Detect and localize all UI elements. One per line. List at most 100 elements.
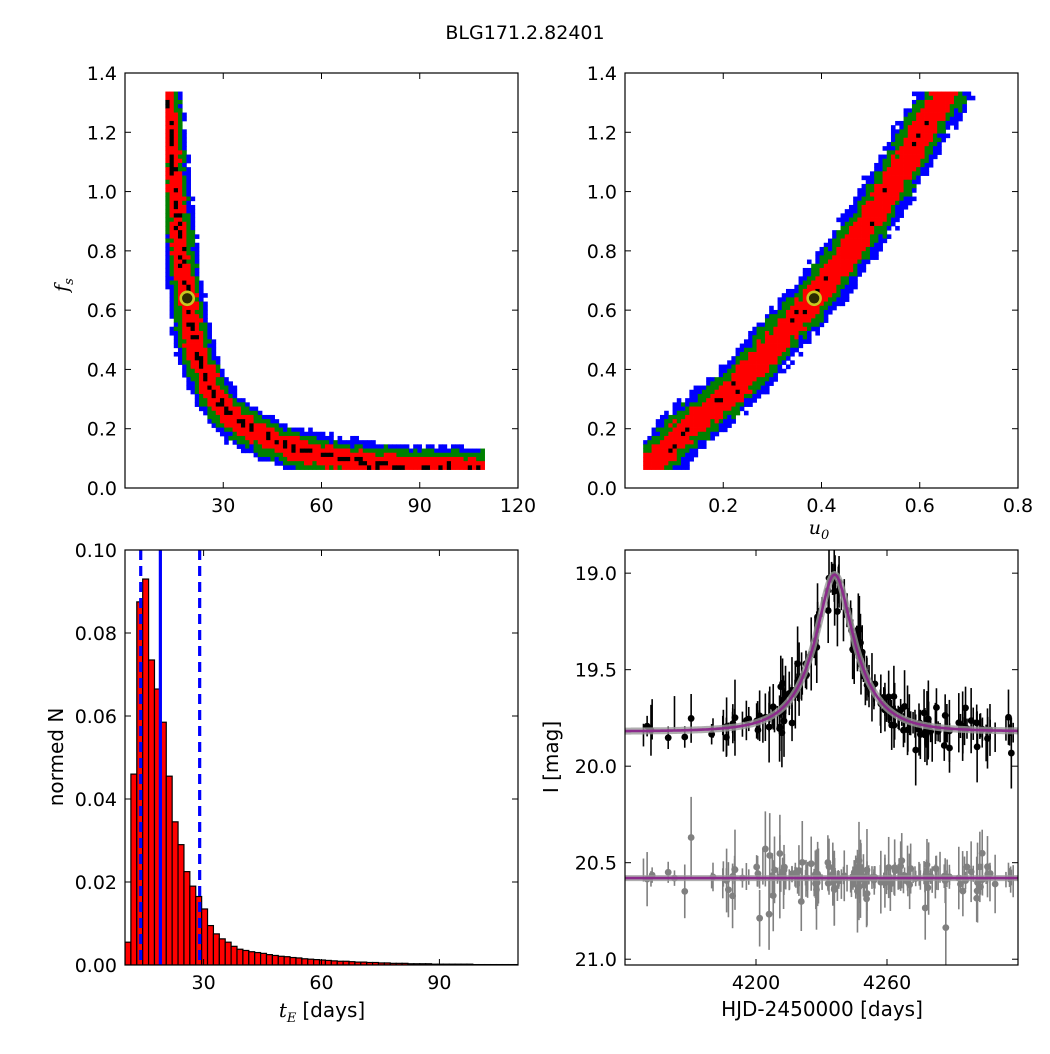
heat-cell bbox=[694, 390, 699, 395]
y-tick-label: 1.2 bbox=[587, 122, 617, 144]
heat-cell bbox=[685, 457, 690, 462]
heat-cell bbox=[736, 386, 741, 391]
heat-cell bbox=[962, 104, 967, 109]
heat-cell bbox=[275, 461, 280, 466]
heat-cell bbox=[761, 386, 766, 391]
heat-cell bbox=[216, 356, 221, 361]
heat-cell bbox=[660, 453, 665, 458]
heat-cell bbox=[778, 306, 783, 311]
heat-cell bbox=[899, 134, 904, 139]
heat-cell bbox=[778, 327, 783, 332]
heat-cell bbox=[794, 302, 799, 307]
heat-cell bbox=[245, 411, 250, 416]
heat-cell bbox=[933, 155, 938, 160]
heat-cell bbox=[904, 134, 909, 139]
heat-cell bbox=[706, 428, 711, 433]
heat-cell bbox=[748, 339, 753, 344]
heat-cell bbox=[660, 457, 665, 462]
heat-cell bbox=[820, 268, 825, 273]
heat-cell bbox=[191, 344, 196, 349]
heat-cell bbox=[254, 453, 259, 458]
heat-cell bbox=[224, 436, 229, 441]
heat-cell bbox=[333, 444, 338, 449]
heat-cell bbox=[291, 432, 296, 437]
heat-cell bbox=[434, 449, 439, 454]
heat-cell bbox=[845, 276, 850, 281]
heat-cell bbox=[874, 171, 879, 176]
heat-cell bbox=[757, 369, 762, 374]
heat-cell bbox=[765, 377, 770, 382]
heat-cell bbox=[165, 260, 170, 265]
heat-cell bbox=[203, 348, 208, 353]
heat-cell bbox=[778, 310, 783, 315]
heat-cell bbox=[426, 461, 431, 466]
heat-cell bbox=[212, 339, 217, 344]
heat-cell bbox=[212, 369, 217, 374]
heat-cell bbox=[715, 394, 720, 399]
heat-cell bbox=[207, 373, 212, 378]
data-point bbox=[789, 720, 796, 727]
heat-cell bbox=[883, 234, 888, 239]
heat-cell bbox=[824, 297, 829, 302]
heat-cell bbox=[740, 360, 745, 365]
heat-cell bbox=[706, 407, 711, 412]
y-tick-label: 1.2 bbox=[87, 122, 117, 144]
heat-cell bbox=[182, 171, 187, 176]
heat-cell bbox=[329, 444, 334, 449]
heat-cell bbox=[765, 344, 770, 349]
heat-cell bbox=[790, 339, 795, 344]
heat-cell bbox=[317, 440, 322, 445]
heat-cell bbox=[178, 318, 183, 323]
heat-cell bbox=[853, 205, 858, 210]
heat-cell bbox=[727, 411, 732, 416]
y-tick-label: 0.2 bbox=[87, 419, 117, 441]
heat-cell bbox=[195, 264, 200, 269]
heat-cell bbox=[371, 457, 376, 462]
heat-cell bbox=[950, 92, 955, 97]
heat-cell bbox=[782, 314, 787, 319]
heat-cell bbox=[807, 281, 812, 286]
heat-cell bbox=[380, 461, 385, 466]
heat-cell bbox=[916, 150, 921, 155]
heat-cell bbox=[304, 457, 309, 462]
heat-cell bbox=[748, 386, 753, 391]
heat-cell bbox=[417, 465, 422, 470]
heat-cell bbox=[174, 134, 179, 139]
heat-cell bbox=[958, 104, 963, 109]
heat-cell bbox=[165, 104, 170, 109]
heat-cell bbox=[178, 306, 183, 311]
heat-cell bbox=[929, 121, 934, 126]
heat-cell bbox=[367, 461, 372, 466]
heat-cell bbox=[946, 121, 951, 126]
heat-cell bbox=[820, 247, 825, 252]
heat-cell bbox=[878, 176, 883, 181]
heat-cell bbox=[904, 192, 909, 197]
heat-cell bbox=[668, 428, 673, 433]
heat-cell bbox=[308, 444, 313, 449]
heat-cell bbox=[916, 96, 921, 101]
heat-cell bbox=[283, 423, 288, 428]
heat-cell bbox=[950, 117, 955, 122]
heat-cell bbox=[874, 218, 879, 223]
heat-cell bbox=[325, 449, 330, 454]
heat-cell bbox=[677, 444, 682, 449]
heat-cell bbox=[186, 209, 191, 214]
heat-cell bbox=[359, 465, 364, 470]
heat-cell bbox=[254, 432, 259, 437]
heat-cell bbox=[904, 108, 909, 113]
heat-cell bbox=[186, 323, 191, 328]
heat-cell bbox=[312, 453, 317, 458]
data-point bbox=[665, 734, 672, 741]
heat-cell bbox=[954, 92, 959, 97]
heat-cell bbox=[857, 222, 862, 227]
histogram-bar bbox=[131, 774, 137, 965]
histogram-bar bbox=[261, 953, 267, 965]
heat-cell bbox=[233, 440, 238, 445]
heat-cell bbox=[165, 213, 170, 218]
heat-cell bbox=[186, 230, 191, 235]
heat-cell bbox=[937, 142, 942, 147]
heat-cell bbox=[857, 247, 862, 252]
heat-cell bbox=[811, 272, 816, 277]
heat-cell bbox=[182, 243, 187, 248]
heat-cell bbox=[199, 356, 204, 361]
